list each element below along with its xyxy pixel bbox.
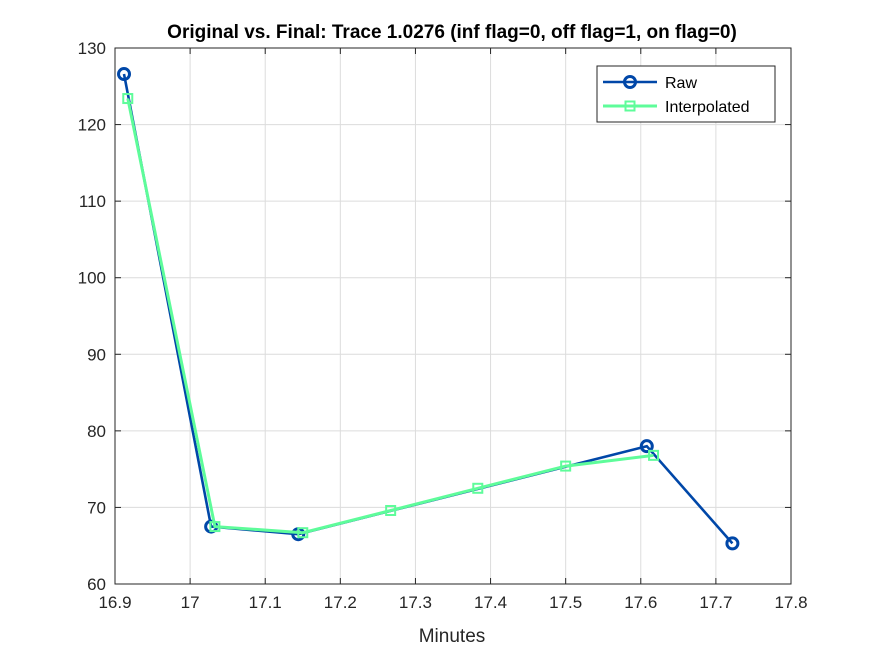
- series-line-interpolated: [126, 98, 654, 535]
- y-tick-label: 70: [87, 498, 106, 517]
- legend-label: Raw: [665, 75, 697, 92]
- data-point-interpolated: [122, 93, 134, 105]
- x-tick-label: 17.6: [624, 593, 657, 612]
- data-point-interpolated: [472, 482, 484, 494]
- axes-box: [114, 47, 792, 585]
- y-tick-label: 130: [78, 39, 106, 58]
- y-tick-label: 60: [87, 575, 106, 594]
- legend-entry-interpolated: Interpolated: [603, 99, 750, 116]
- chart-title: Original vs. Final: Trace 1.0276 (inf fl…: [167, 22, 737, 43]
- y-tick-label: 110: [79, 192, 106, 211]
- data-point-raw: [639, 439, 654, 454]
- legend-label: Interpolated: [665, 99, 750, 116]
- x-tick-label: 17.3: [399, 593, 432, 612]
- series-interpolated: [122, 93, 660, 539]
- x-tick-label: 17.7: [699, 593, 732, 612]
- y-tick-label: 90: [87, 345, 106, 364]
- x-tick-label: 17.5: [549, 593, 582, 612]
- x-tick-label: 17: [181, 593, 200, 612]
- x-tick-label: 17.2: [324, 593, 357, 612]
- y-tick-label: 120: [78, 116, 106, 135]
- y-tick-label: 80: [87, 422, 106, 441]
- x-tick-label: 17.1: [249, 593, 282, 612]
- x-tick-label: 17.4: [474, 593, 507, 612]
- x-axis-label: Minutes: [419, 626, 486, 647]
- x-tick-label: 17.8: [774, 593, 807, 612]
- data-point-raw: [117, 67, 132, 82]
- series-layer: [117, 67, 740, 551]
- data-point-interpolated: [297, 527, 309, 539]
- data-point-interpolated: [209, 521, 221, 533]
- data-point-interpolated: [648, 449, 660, 461]
- data-point-raw: [725, 536, 740, 551]
- legend-swatch-marker: [624, 100, 636, 112]
- y-tick-label: 100: [78, 269, 106, 288]
- legend-swatch-marker: [623, 75, 637, 89]
- legend: Raw Interpolated: [596, 65, 776, 123]
- data-point-interpolated: [385, 504, 397, 516]
- plot-area: [115, 48, 791, 584]
- legend-entry-raw: Raw: [603, 75, 697, 92]
- data-point-interpolated: [560, 460, 572, 472]
- legend-box: [596, 65, 776, 123]
- x-tick-label: 16.9: [98, 593, 131, 612]
- ticks: 16.9 17 17.1 17.2 17.3 17.4 17.5 17.6 17.7 17.8 60…: [78, 39, 808, 612]
